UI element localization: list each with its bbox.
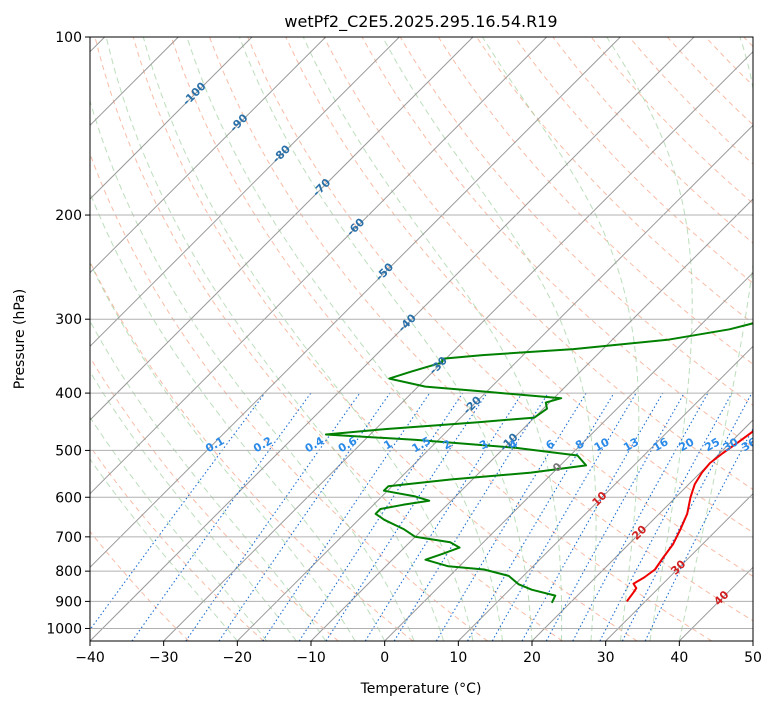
mixing-ratio-line bbox=[262, 392, 431, 641]
background-lines bbox=[90, 37, 753, 641]
mixing-ratio-line bbox=[491, 392, 637, 641]
isotherm bbox=[90, 37, 621, 569]
mixing-ratio-line bbox=[364, 392, 523, 641]
mixing-ratio-line bbox=[545, 392, 685, 641]
moist-adiabat bbox=[186, 37, 503, 641]
dry-adiabat bbox=[399, 37, 753, 407]
moist-adiabat bbox=[90, 261, 356, 641]
temperature-line bbox=[625, 430, 753, 602]
isotherm bbox=[605, 492, 753, 641]
x-tick-label: 0 bbox=[380, 650, 389, 666]
isotherm bbox=[90, 37, 327, 274]
dry-adiabat bbox=[90, 356, 339, 641]
moist-adiabat bbox=[90, 320, 327, 641]
moist-adiabat bbox=[90, 191, 386, 641]
mixing-ratio-line bbox=[467, 392, 615, 641]
isotherm bbox=[310, 198, 753, 641]
dry-adiabat bbox=[514, 37, 753, 284]
dry-adiabat bbox=[247, 37, 753, 577]
isotherm bbox=[163, 50, 753, 641]
mixing-ratio-line bbox=[393, 392, 549, 641]
x-tick-label: −20 bbox=[223, 650, 253, 666]
x-tick-label: 20 bbox=[523, 650, 541, 666]
dewpoint-line bbox=[324, 322, 753, 604]
y-tick-label: 100 bbox=[55, 30, 82, 46]
y-axis: 100 200 300 400 500 600 700 800 900 1000 bbox=[46, 30, 90, 637]
y-tick-label: 300 bbox=[55, 312, 82, 328]
moist-adiabat bbox=[90, 458, 238, 641]
x-tick-label: 50 bbox=[744, 650, 762, 666]
plot-area bbox=[90, 37, 753, 641]
isotherm bbox=[531, 419, 753, 641]
mixing-ratio-line bbox=[644, 427, 753, 641]
dry-adiabat bbox=[132, 37, 638, 641]
isotherm bbox=[752, 640, 753, 641]
isotherm bbox=[457, 345, 753, 641]
mixing-ratio-label: 36 bbox=[739, 435, 759, 454]
isotherm bbox=[90, 37, 253, 200]
y-tick-label: 600 bbox=[55, 490, 82, 506]
mixing-ratio-line bbox=[298, 392, 464, 641]
mixing-ratio-line bbox=[521, 392, 664, 641]
x-axis-label: Temperature (°C) bbox=[360, 681, 482, 697]
mixing-ratio-line bbox=[435, 392, 587, 641]
isotherm bbox=[90, 37, 400, 348]
isotherm bbox=[384, 271, 753, 641]
dry-adiabat bbox=[209, 37, 753, 622]
dry-adiabat bbox=[90, 152, 488, 641]
moist-adiabat bbox=[90, 416, 268, 641]
y-tick-label: 200 bbox=[55, 208, 82, 224]
moist-adiabat bbox=[382, 37, 597, 641]
y-tick-label: 800 bbox=[55, 564, 82, 580]
moist-adiabat bbox=[105, 37, 445, 641]
moist-adiabat bbox=[142, 37, 474, 641]
moist-adiabat bbox=[606, 37, 693, 641]
mixing-ratio-line bbox=[131, 392, 312, 641]
moist-adiabat bbox=[238, 37, 533, 641]
dry-adiabat bbox=[90, 445, 264, 641]
x-tick-label: 30 bbox=[597, 650, 615, 666]
x-tick-label: −10 bbox=[296, 650, 326, 666]
y-tick-label: 1000 bbox=[46, 621, 82, 637]
isotherm bbox=[90, 37, 548, 495]
x-tick-label: −30 bbox=[149, 650, 179, 666]
dry-adiabat bbox=[170, 37, 712, 641]
chart-title: wetPf2_C2E5.2025.295.16.54.R19 bbox=[284, 12, 557, 32]
x-tick-label: −40 bbox=[75, 650, 105, 666]
x-tick-label: 40 bbox=[670, 650, 688, 666]
isotherm bbox=[90, 37, 695, 641]
moist-adiabat bbox=[678, 37, 753, 641]
moist-adiabat bbox=[481, 37, 640, 641]
moist-adiabat bbox=[302, 37, 563, 641]
x-axis: −40 −30 −20 −10 0 10 20 30 40 50 bbox=[75, 641, 762, 666]
y-tick-label: 500 bbox=[55, 443, 82, 459]
y-tick-label: 400 bbox=[55, 386, 82, 402]
y-axis-label: Pressure (hPa) bbox=[12, 289, 28, 389]
isotherm bbox=[90, 37, 474, 421]
x-tick-label: 10 bbox=[449, 650, 467, 666]
profile-lines bbox=[324, 322, 753, 604]
moist-adiabat bbox=[90, 370, 297, 641]
isotherm bbox=[236, 124, 753, 641]
dry-adiabat bbox=[90, 530, 190, 641]
mixing-ratio-line bbox=[325, 392, 488, 641]
y-tick-label: 700 bbox=[55, 530, 82, 546]
dry-adiabat bbox=[94, 37, 563, 641]
y-tick-label: 900 bbox=[55, 594, 82, 610]
plot-frame bbox=[89, 36, 754, 642]
